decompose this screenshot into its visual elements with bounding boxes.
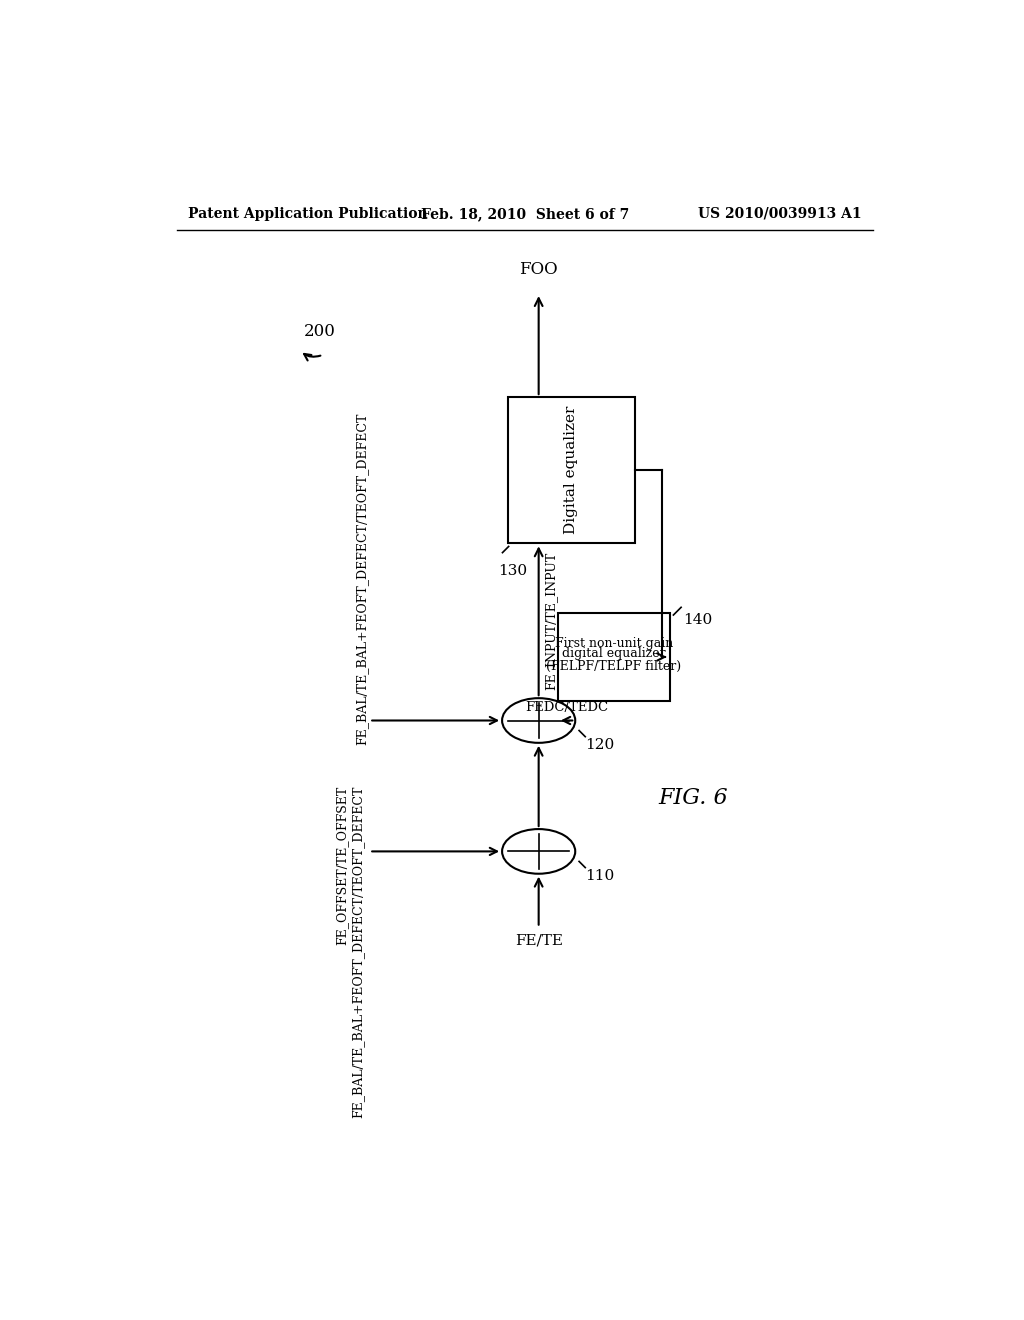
Text: FIG. 6: FIG. 6 — [657, 787, 727, 808]
Text: US 2010/0039913 A1: US 2010/0039913 A1 — [698, 207, 862, 220]
Bar — [508, 397, 635, 544]
Text: 130: 130 — [499, 564, 527, 578]
Text: 110: 110 — [586, 869, 614, 883]
Text: First non-unit gain: First non-unit gain — [555, 636, 673, 649]
Text: 200: 200 — [304, 323, 336, 341]
Text: 120: 120 — [586, 738, 614, 752]
Ellipse shape — [502, 698, 575, 743]
Text: FE_BAL/TE_BAL+FEOFT_DEFECT/TEOFT_DEFECT: FE_BAL/TE_BAL+FEOFT_DEFECT/TEOFT_DEFECT — [351, 785, 365, 1118]
Text: Feb. 18, 2010  Sheet 6 of 7: Feb. 18, 2010 Sheet 6 of 7 — [421, 207, 629, 220]
Bar — [558, 612, 670, 701]
Text: FOO: FOO — [519, 261, 558, 277]
Text: digital equalizer: digital equalizer — [562, 647, 666, 660]
Text: (FELPF/TELPF filter): (FELPF/TELPF filter) — [546, 660, 681, 673]
Text: 140: 140 — [683, 612, 712, 627]
Text: FE_BAL/TE_BAL+FEOFT_DEFECT/TEOFT_DEFECT: FE_BAL/TE_BAL+FEOFT_DEFECT/TEOFT_DEFECT — [355, 412, 368, 744]
Text: FE_OFFSET/TE_OFFSET: FE_OFFSET/TE_OFFSET — [336, 785, 349, 945]
Text: FE/TE: FE/TE — [515, 933, 562, 948]
Ellipse shape — [502, 829, 575, 874]
Text: Digital equalizer: Digital equalizer — [564, 407, 579, 535]
Text: FEDC/TEDC: FEDC/TEDC — [525, 701, 608, 714]
Text: FE_INPUT/TE_INPUT: FE_INPUT/TE_INPUT — [545, 552, 558, 690]
Text: Patent Application Publication: Patent Application Publication — [188, 207, 428, 220]
